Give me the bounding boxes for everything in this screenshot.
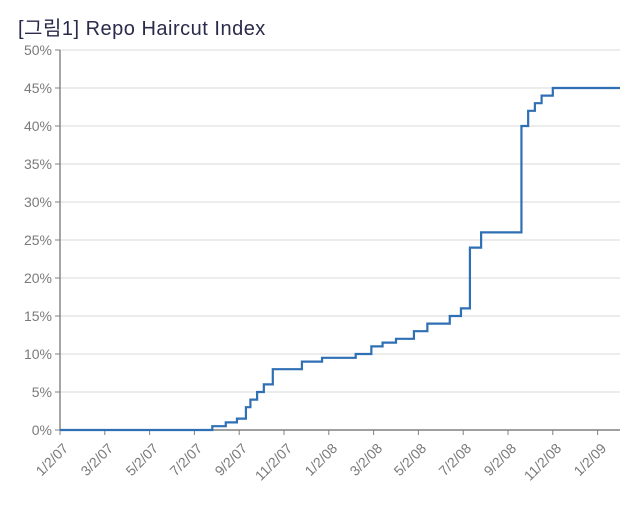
y-tick-label: 25% [6, 232, 52, 248]
chart-svg [0, 40, 640, 510]
chart-area: 0%5%10%15%20%25%30%35%40%45%50%1/2/073/2… [0, 40, 640, 510]
y-tick-label: 45% [6, 80, 52, 96]
y-tick-label: 50% [6, 42, 52, 58]
y-tick-label: 30% [6, 194, 52, 210]
y-tick-label: 20% [6, 270, 52, 286]
title-prefix: [그림1] [18, 18, 80, 40]
y-tick-label: 35% [6, 156, 52, 172]
y-tick-label: 0% [6, 422, 52, 438]
title-main: Repo Haircut Index [86, 18, 266, 40]
y-tick-label: 10% [6, 346, 52, 362]
y-tick-label: 5% [6, 384, 52, 400]
chart-title: [그림1] Repo Haircut Index [18, 12, 266, 41]
y-tick-label: 40% [6, 118, 52, 134]
figure-wrap: [그림1] Repo Haircut Index 0% 5% 10% 15% 20% 25… [0, 0, 640, 519]
y-tick-label: 15% [6, 308, 52, 324]
